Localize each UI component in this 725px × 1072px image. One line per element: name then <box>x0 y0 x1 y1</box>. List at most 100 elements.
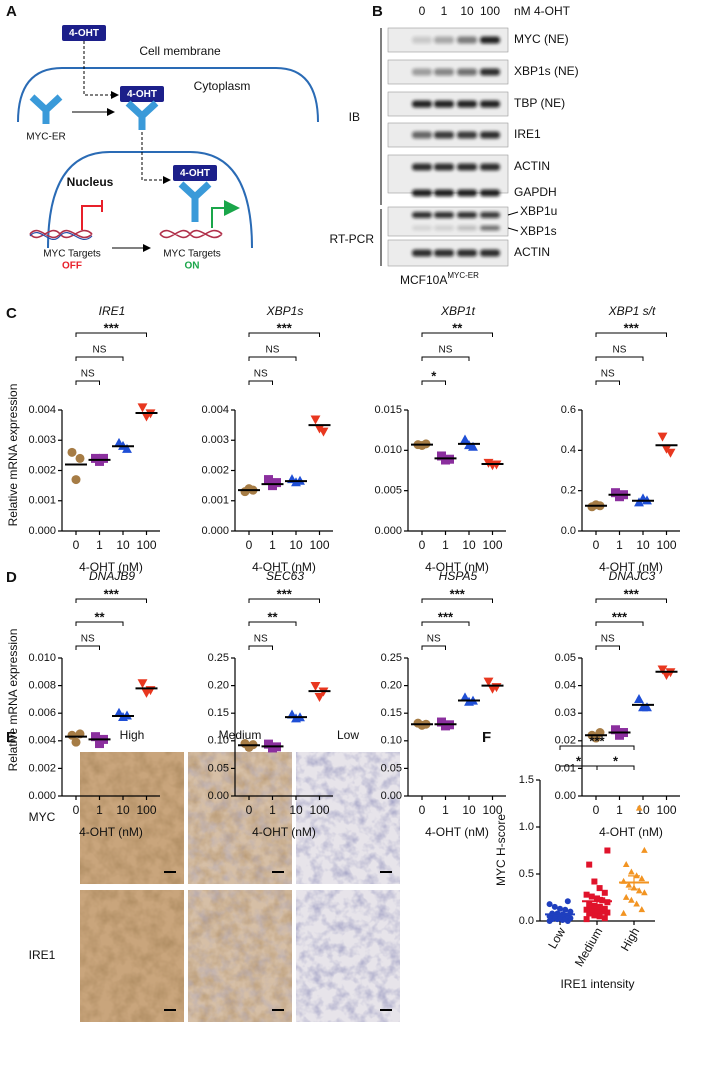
data-point <box>71 475 81 485</box>
significance-bracket <box>595 645 620 650</box>
blot-band <box>434 68 454 76</box>
x-axis-label: 4-OHT (nM) <box>599 825 663 839</box>
x-axis-label: 4-OHT (nM) <box>252 825 316 839</box>
data-point <box>642 702 652 712</box>
significance-bracket <box>75 621 124 626</box>
blot-band <box>434 131 454 139</box>
blot-band <box>457 100 477 108</box>
micrograph-texture <box>296 890 400 1022</box>
row-label: GAPDH <box>514 185 557 199</box>
blot-strip <box>387 154 509 194</box>
significance-bracket <box>421 598 493 603</box>
x-tick-label: 0 <box>593 538 600 552</box>
significance-bracket <box>421 356 470 361</box>
y-axis-label: Relative mRNA expression <box>6 384 20 527</box>
data-point <box>272 478 281 488</box>
blot-band <box>412 189 432 197</box>
y-tick-label: 0.005 <box>374 485 402 497</box>
y-tick-label: 0.0 <box>519 915 534 927</box>
data-point <box>460 692 470 702</box>
data-point <box>601 889 608 896</box>
ib-label: IB <box>349 110 360 124</box>
cell-line: MCF10A <box>400 273 447 287</box>
significance-label: NS <box>266 345 280 356</box>
significance-label: *** <box>624 320 640 335</box>
data-point <box>314 693 325 703</box>
row-label: MYC (NE) <box>514 32 569 46</box>
activation-arrow <box>211 200 240 228</box>
unit-label: nM 4-OHT <box>514 4 571 18</box>
significance-label: * <box>431 368 437 383</box>
significance-bracket <box>75 356 124 361</box>
data-point <box>586 861 593 868</box>
data-point <box>137 403 148 413</box>
y-tick-label: 1.0 <box>519 821 534 833</box>
data-point <box>318 427 329 437</box>
data-point <box>583 906 590 913</box>
data-point <box>122 443 132 453</box>
x-tick-label: 10 <box>116 538 130 552</box>
data-point <box>460 434 470 444</box>
chart-title: XBP1t <box>440 304 476 318</box>
blot-band <box>480 163 500 171</box>
x-tick-label: 1 <box>616 538 623 552</box>
blot-band <box>434 225 454 231</box>
significance-label: NS <box>601 369 615 380</box>
micrograph-texture <box>296 752 400 884</box>
significance-bracket <box>421 332 493 337</box>
data-point <box>551 903 558 910</box>
y-tick-label: 0.02 <box>555 735 576 747</box>
x-axis-label: 4-OHT (nM) <box>79 560 143 574</box>
x-tick-label: 1 <box>269 803 276 817</box>
micrograph-texture <box>188 752 292 884</box>
y-tick-label: 0.001 <box>28 495 56 507</box>
blot-band <box>480 131 500 139</box>
x-tick-label: 0 <box>593 803 600 817</box>
significance-bracket <box>75 598 147 603</box>
micrograph-texture <box>80 752 184 884</box>
data-point <box>586 901 593 908</box>
row-label: TBP (NE) <box>514 96 565 110</box>
data-point <box>591 902 598 909</box>
y-axis-label: MYC H-score <box>494 814 508 886</box>
x-tick-label: 10 <box>462 538 476 552</box>
blot-band <box>480 249 500 257</box>
panel-label: C <box>6 305 17 322</box>
blot-band <box>457 68 477 76</box>
data-point <box>638 906 646 913</box>
row-label: XBP1s (NE) <box>514 64 579 78</box>
data-point <box>583 891 590 898</box>
panel-label: F <box>482 729 491 746</box>
ligand-box <box>173 165 217 181</box>
receptor <box>125 100 159 130</box>
blot-band <box>457 163 477 171</box>
y-tick-label: 0.010 <box>374 444 402 456</box>
data-point <box>628 896 635 903</box>
x-tick-label: 100 <box>136 538 156 552</box>
blot-band <box>412 68 432 76</box>
data-point <box>564 898 571 905</box>
micrograph-texture <box>80 890 184 1022</box>
panel-label: B <box>372 3 383 20</box>
row-label: ACTIN <box>514 245 550 259</box>
blot-band <box>457 249 477 257</box>
y-tick-label: 0.002 <box>28 464 56 476</box>
y-tick-label: 0.04 <box>555 680 576 692</box>
significance-label: NS <box>601 634 615 645</box>
y-tick-label: 0.05 <box>208 762 229 774</box>
blot-band <box>457 212 477 218</box>
significance-bracket <box>75 380 100 385</box>
blot-band <box>434 189 454 197</box>
data-point <box>583 916 590 923</box>
data-point <box>638 875 646 882</box>
significance-label: *** <box>104 586 120 601</box>
significance-label: * <box>576 753 582 768</box>
data-point <box>596 885 603 892</box>
x-tick-label: 100 <box>656 538 676 552</box>
y-tick-label: 0.000 <box>28 525 56 537</box>
x-tick-label: 0 <box>246 538 253 552</box>
data-point <box>641 846 648 853</box>
row-label: IRE1 <box>29 948 56 962</box>
y-tick-label: 0.004 <box>201 404 229 416</box>
